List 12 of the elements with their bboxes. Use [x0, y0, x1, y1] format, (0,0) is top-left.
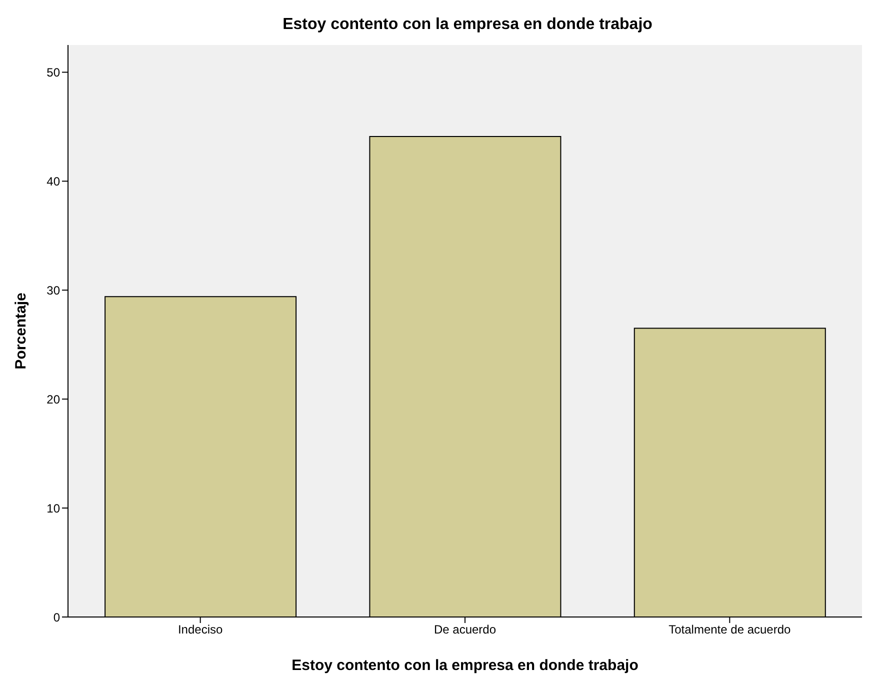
x-tick-label: Totalmente de acuerdo	[668, 622, 792, 637]
chart-title: Estoy contento con la empresa en donde trabajo	[282, 15, 654, 35]
x-tick-label: De acuerdo	[434, 622, 496, 637]
x-tick-label: Indeciso	[178, 622, 224, 637]
y-tick-label: 30	[46, 283, 60, 298]
y-axis-title: Porcentaje	[12, 292, 30, 370]
y-tick-label: 50	[46, 66, 60, 80]
y-tick-label: 20	[46, 392, 60, 406]
x-axis-title: Estoy contento con la empresa en donde trabajo	[292, 657, 638, 674]
y-tick-label: 10	[46, 501, 60, 516]
y-tick-label: 40	[46, 174, 60, 188]
y-tick-label: 0	[53, 610, 60, 624]
